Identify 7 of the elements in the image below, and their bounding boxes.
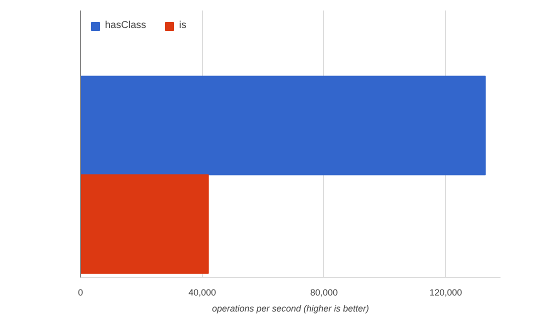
x-tick-label: 120,000 — [429, 288, 462, 298]
x-tick-label: 80,000 — [310, 288, 338, 298]
x-tick-label: 0 — [78, 288, 84, 298]
legend-label: is — [179, 20, 188, 31]
x-tick-label: 40,000 — [188, 288, 216, 298]
x-axis-title: operations per second (higher is better) — [212, 304, 370, 314]
legend-label: hasClass — [105, 20, 146, 31]
